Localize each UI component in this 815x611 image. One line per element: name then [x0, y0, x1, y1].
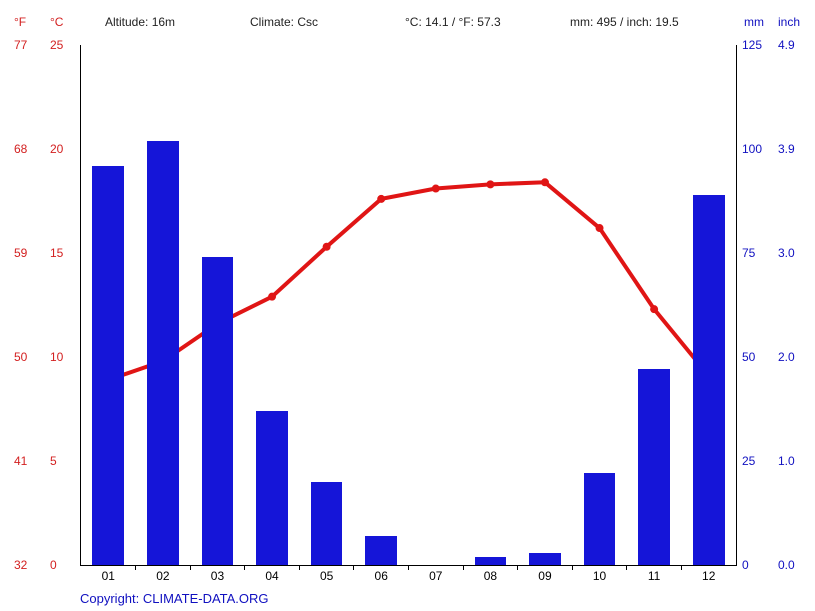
xtick: 06 [375, 569, 388, 583]
xtick: 03 [211, 569, 224, 583]
ytick-inch: 3.0 [778, 247, 795, 259]
xtick: 08 [484, 569, 497, 583]
ytick-inch: 3.9 [778, 143, 795, 155]
ytick-f: 32 [14, 559, 27, 571]
ytick-mm: 125 [742, 39, 762, 51]
header-precip: mm: 495 / inch: 19.5 [570, 15, 679, 29]
ytick-mm: 25 [742, 455, 755, 467]
xtick: 10 [593, 569, 606, 583]
xtick: 11 [648, 569, 660, 583]
temp-marker [323, 243, 331, 251]
precip-bar [256, 411, 288, 565]
ytick-f: 77 [14, 39, 27, 51]
xtick: 07 [429, 569, 442, 583]
precip-bar [311, 482, 343, 565]
ytick-c: 20 [50, 143, 63, 155]
ytick-c: 25 [50, 39, 63, 51]
ytick-mm: 0 [742, 559, 749, 571]
ytick-f: 50 [14, 351, 27, 363]
temp-marker [596, 224, 604, 232]
ytick-inch: 2.0 [778, 351, 795, 363]
xtick: 01 [102, 569, 115, 583]
precip-bar [529, 553, 561, 565]
copyright-link[interactable]: Copyright: CLIMATE-DATA.ORG [80, 591, 269, 606]
ytick-c: 10 [50, 351, 63, 363]
axis-unit-c: °C [50, 15, 63, 29]
xtick: 12 [702, 569, 715, 583]
header-temp: °C: 14.1 / °F: 57.3 [405, 15, 501, 29]
xtick: 09 [538, 569, 551, 583]
precip-bar [475, 557, 507, 565]
precip-bar [147, 141, 179, 565]
ytick-inch: 0.0 [778, 559, 795, 571]
temp-marker [650, 305, 658, 313]
ytick-c: 0 [50, 559, 57, 571]
ytick-c: 15 [50, 247, 63, 259]
xtick: 02 [156, 569, 169, 583]
xtick: 05 [320, 569, 333, 583]
temp-marker [432, 185, 440, 193]
ytick-c: 5 [50, 455, 57, 467]
temp-marker [268, 293, 276, 301]
temp-marker [486, 180, 494, 188]
temp-marker [377, 195, 385, 203]
axis-unit-mm: mm [744, 15, 764, 29]
climate-chart: Altitude: 16m Climate: Csc °C: 14.1 / °F… [0, 0, 815, 611]
precip-bar [202, 257, 234, 565]
precip-bar [638, 369, 670, 565]
ytick-mm: 50 [742, 351, 755, 363]
temp-line-path [108, 182, 708, 380]
axis-unit-inch: inch [778, 15, 800, 29]
plot-area: 010203040506070809101112 [80, 45, 737, 566]
ytick-mm: 100 [742, 143, 762, 155]
ytick-inch: 4.9 [778, 39, 795, 51]
ytick-f: 59 [14, 247, 27, 259]
ytick-f: 68 [14, 143, 27, 155]
header-altitude: Altitude: 16m [105, 15, 175, 29]
precip-bar [365, 536, 397, 565]
temp-marker [541, 178, 549, 186]
header-climate: Climate: Csc [250, 15, 318, 29]
ytick-mm: 75 [742, 247, 755, 259]
axis-unit-f: °F [14, 15, 26, 29]
precip-bar [92, 166, 124, 565]
ytick-f: 41 [14, 455, 27, 467]
precip-bar [584, 473, 616, 565]
ytick-inch: 1.0 [778, 455, 795, 467]
xtick: 04 [265, 569, 278, 583]
precip-bar [693, 195, 725, 565]
